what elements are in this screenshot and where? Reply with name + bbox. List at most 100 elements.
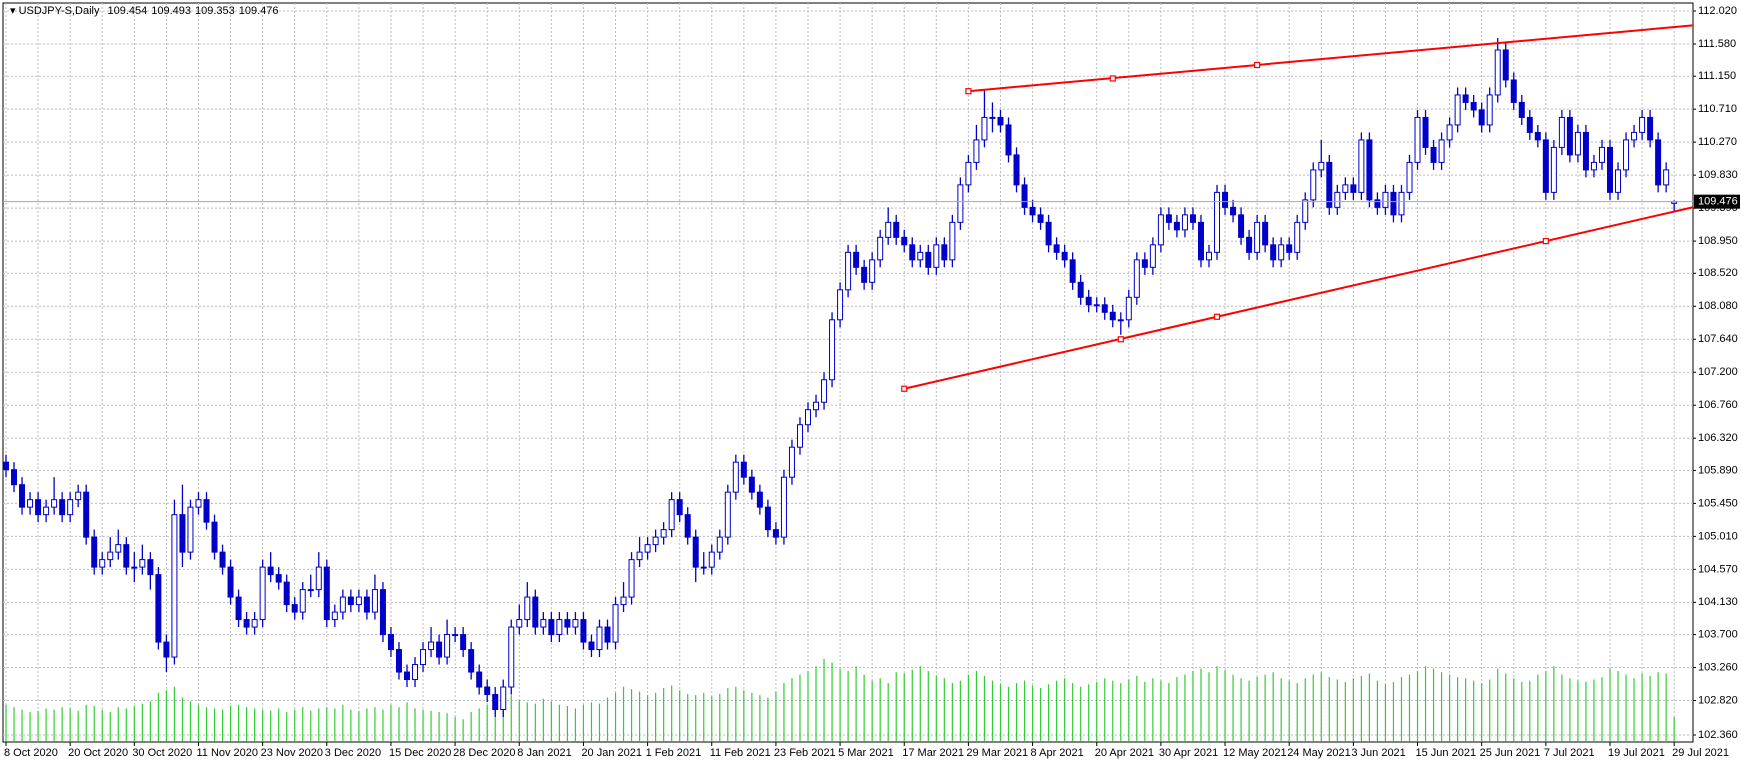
candle-body bbox=[981, 116, 988, 141]
candle-body bbox=[1454, 94, 1461, 126]
candle-body bbox=[67, 499, 74, 516]
y-tick-label: 110.710 bbox=[1698, 103, 1737, 115]
y-tick-label: 103.700 bbox=[1698, 628, 1738, 640]
x-tick-label: 29 Mar 2021 bbox=[966, 747, 1028, 759]
candle-body bbox=[612, 604, 619, 643]
candle-body bbox=[1518, 101, 1525, 118]
candle-body bbox=[724, 491, 731, 538]
candle-body bbox=[43, 506, 50, 516]
candle-body bbox=[1382, 191, 1389, 208]
candle-body bbox=[1398, 191, 1405, 216]
x-tick-label: 8 Jan 2021 bbox=[517, 747, 571, 759]
x-tick-label: 30 Apr 2021 bbox=[1159, 747, 1218, 759]
candle-body bbox=[363, 596, 370, 613]
y-tick-label: 102.360 bbox=[1698, 729, 1738, 741]
x-tick-label: 8 Oct 2020 bbox=[4, 747, 58, 759]
candle-body bbox=[596, 626, 603, 651]
candle-body bbox=[1615, 169, 1622, 193]
candle-body bbox=[1446, 124, 1453, 141]
y-tick-label: 105.450 bbox=[1698, 497, 1738, 509]
candle-body bbox=[861, 266, 868, 283]
y-tick-label: 111.580 bbox=[1698, 38, 1736, 50]
candle-body bbox=[813, 401, 820, 411]
candle-body bbox=[452, 634, 459, 637]
candle-body bbox=[1254, 221, 1261, 253]
candle-body bbox=[123, 544, 130, 568]
y-tick-label: 106.320 bbox=[1698, 432, 1738, 444]
candle-body bbox=[1318, 161, 1325, 171]
candle-body bbox=[1214, 191, 1221, 253]
candle-body bbox=[933, 244, 940, 268]
x-tick-label: 24 May 2021 bbox=[1287, 747, 1351, 759]
candle-body bbox=[1053, 244, 1060, 253]
candle-body bbox=[1133, 259, 1140, 298]
candle-body bbox=[1534, 131, 1541, 141]
candle-body bbox=[788, 446, 795, 478]
candle-body bbox=[379, 589, 386, 636]
candle-body bbox=[347, 596, 354, 606]
candle-body bbox=[476, 671, 483, 688]
candle-body bbox=[412, 664, 419, 681]
candle-body bbox=[420, 649, 427, 666]
candle-body bbox=[1558, 116, 1565, 148]
candle-body bbox=[139, 559, 146, 568]
candle-body bbox=[1478, 109, 1485, 126]
candle-body bbox=[1109, 311, 1116, 321]
candle-body bbox=[387, 634, 394, 651]
candle-body bbox=[27, 499, 34, 508]
candle-body bbox=[1125, 296, 1132, 321]
candle-body bbox=[580, 619, 587, 643]
candle-body bbox=[716, 536, 723, 553]
x-tick-label: 20 Apr 2021 bbox=[1095, 747, 1154, 759]
candle-body bbox=[1462, 94, 1469, 103]
candle-body bbox=[869, 259, 876, 283]
candle-body bbox=[1069, 259, 1076, 283]
x-tick-label: 15 Jun 2021 bbox=[1416, 747, 1477, 759]
x-tick-label: 23 Nov 2020 bbox=[261, 747, 323, 759]
x-tick-label: 3 Jun 2021 bbox=[1351, 747, 1405, 759]
candle-body bbox=[1406, 161, 1413, 193]
candle-body bbox=[1189, 214, 1196, 223]
candle-body bbox=[845, 251, 852, 291]
candle-body bbox=[853, 251, 860, 268]
x-tick-label: 11 Nov 2020 bbox=[196, 747, 258, 759]
candle-body bbox=[1246, 236, 1253, 253]
candle-body bbox=[1326, 161, 1333, 208]
x-tick-label: 5 Mar 2021 bbox=[838, 747, 894, 759]
candle-body bbox=[1582, 131, 1589, 171]
candle-body bbox=[620, 596, 627, 606]
candle-body bbox=[107, 551, 114, 561]
trend-line bbox=[904, 206, 1694, 390]
candle-body bbox=[1278, 244, 1285, 261]
candle-body bbox=[909, 244, 916, 261]
trend-anchor bbox=[1109, 75, 1116, 82]
candle-body bbox=[660, 529, 667, 538]
price-label: 109.476 bbox=[1698, 196, 1738, 208]
x-tick-label: 23 Feb 2021 bbox=[774, 747, 836, 759]
candle-body bbox=[395, 649, 402, 673]
y-tick-label: 110.270 bbox=[1698, 136, 1737, 148]
candle-body bbox=[1655, 139, 1662, 186]
candle-body bbox=[428, 641, 435, 651]
candle-body bbox=[307, 589, 314, 592]
candle-body bbox=[1486, 94, 1493, 126]
candle-body bbox=[917, 251, 924, 261]
candle-body bbox=[1566, 116, 1573, 156]
x-tick-label: 15 Dec 2020 bbox=[389, 747, 451, 759]
candle-body bbox=[203, 499, 210, 523]
candle-body bbox=[75, 491, 82, 501]
candle-body bbox=[1470, 101, 1477, 111]
candle-body bbox=[1021, 184, 1028, 208]
candle-body bbox=[532, 596, 539, 628]
candle-body bbox=[83, 491, 90, 538]
candle-body bbox=[772, 529, 779, 538]
candle-body bbox=[59, 499, 66, 516]
candle-body bbox=[1157, 214, 1164, 246]
candle-body bbox=[99, 559, 106, 568]
candle-body bbox=[885, 221, 892, 238]
candle-body bbox=[1374, 199, 1381, 208]
y-tick-label: 104.130 bbox=[1698, 596, 1738, 608]
candle-body bbox=[1037, 214, 1044, 223]
candle-body bbox=[147, 559, 154, 576]
candle-body bbox=[1598, 146, 1605, 163]
